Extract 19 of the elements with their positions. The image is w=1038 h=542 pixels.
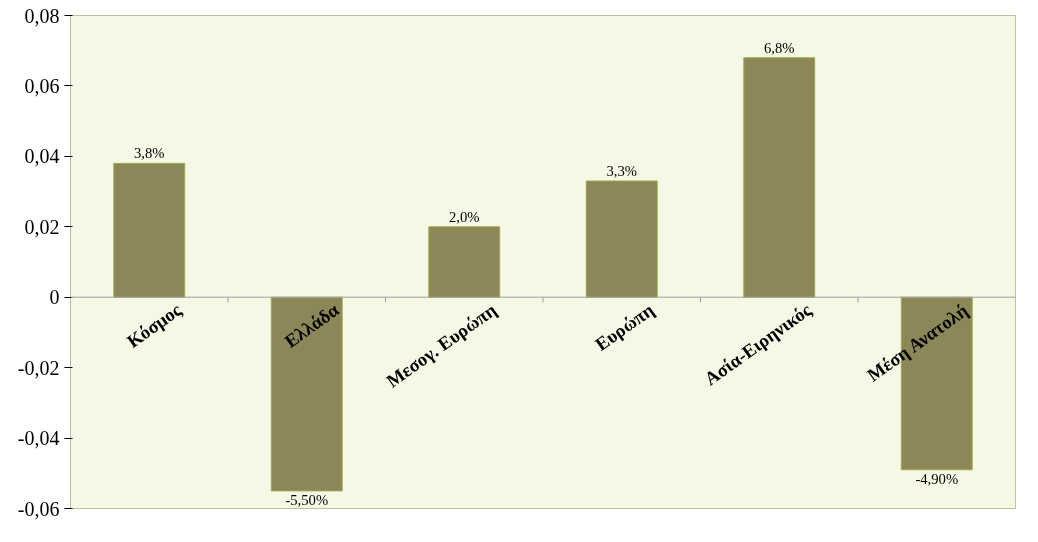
y-tick-label: -0,02 (17, 356, 60, 379)
y-tick-label: 0,04 (24, 145, 60, 168)
y-tick-label: -0,04 (17, 427, 60, 450)
data-label: 3,3% (606, 163, 638, 180)
y-tick-label: 0,06 (24, 74, 60, 97)
y-tick-label: -0,06 (17, 497, 60, 520)
bar (270, 296, 343, 492)
data-label: 2,0% (448, 208, 480, 225)
bar (585, 180, 658, 298)
y-tick-label: 0,08 (24, 4, 60, 27)
y-tick-label: 0,02 (24, 215, 60, 238)
data-label: 6,8% (763, 39, 795, 56)
data-label: -4,90% (915, 470, 959, 487)
bar (743, 57, 816, 298)
bar (428, 226, 501, 298)
bar (113, 162, 186, 298)
data-label: -5,50% (285, 491, 329, 508)
y-tick-label: 0 (49, 286, 60, 309)
data-label: 3,8% (133, 145, 165, 162)
